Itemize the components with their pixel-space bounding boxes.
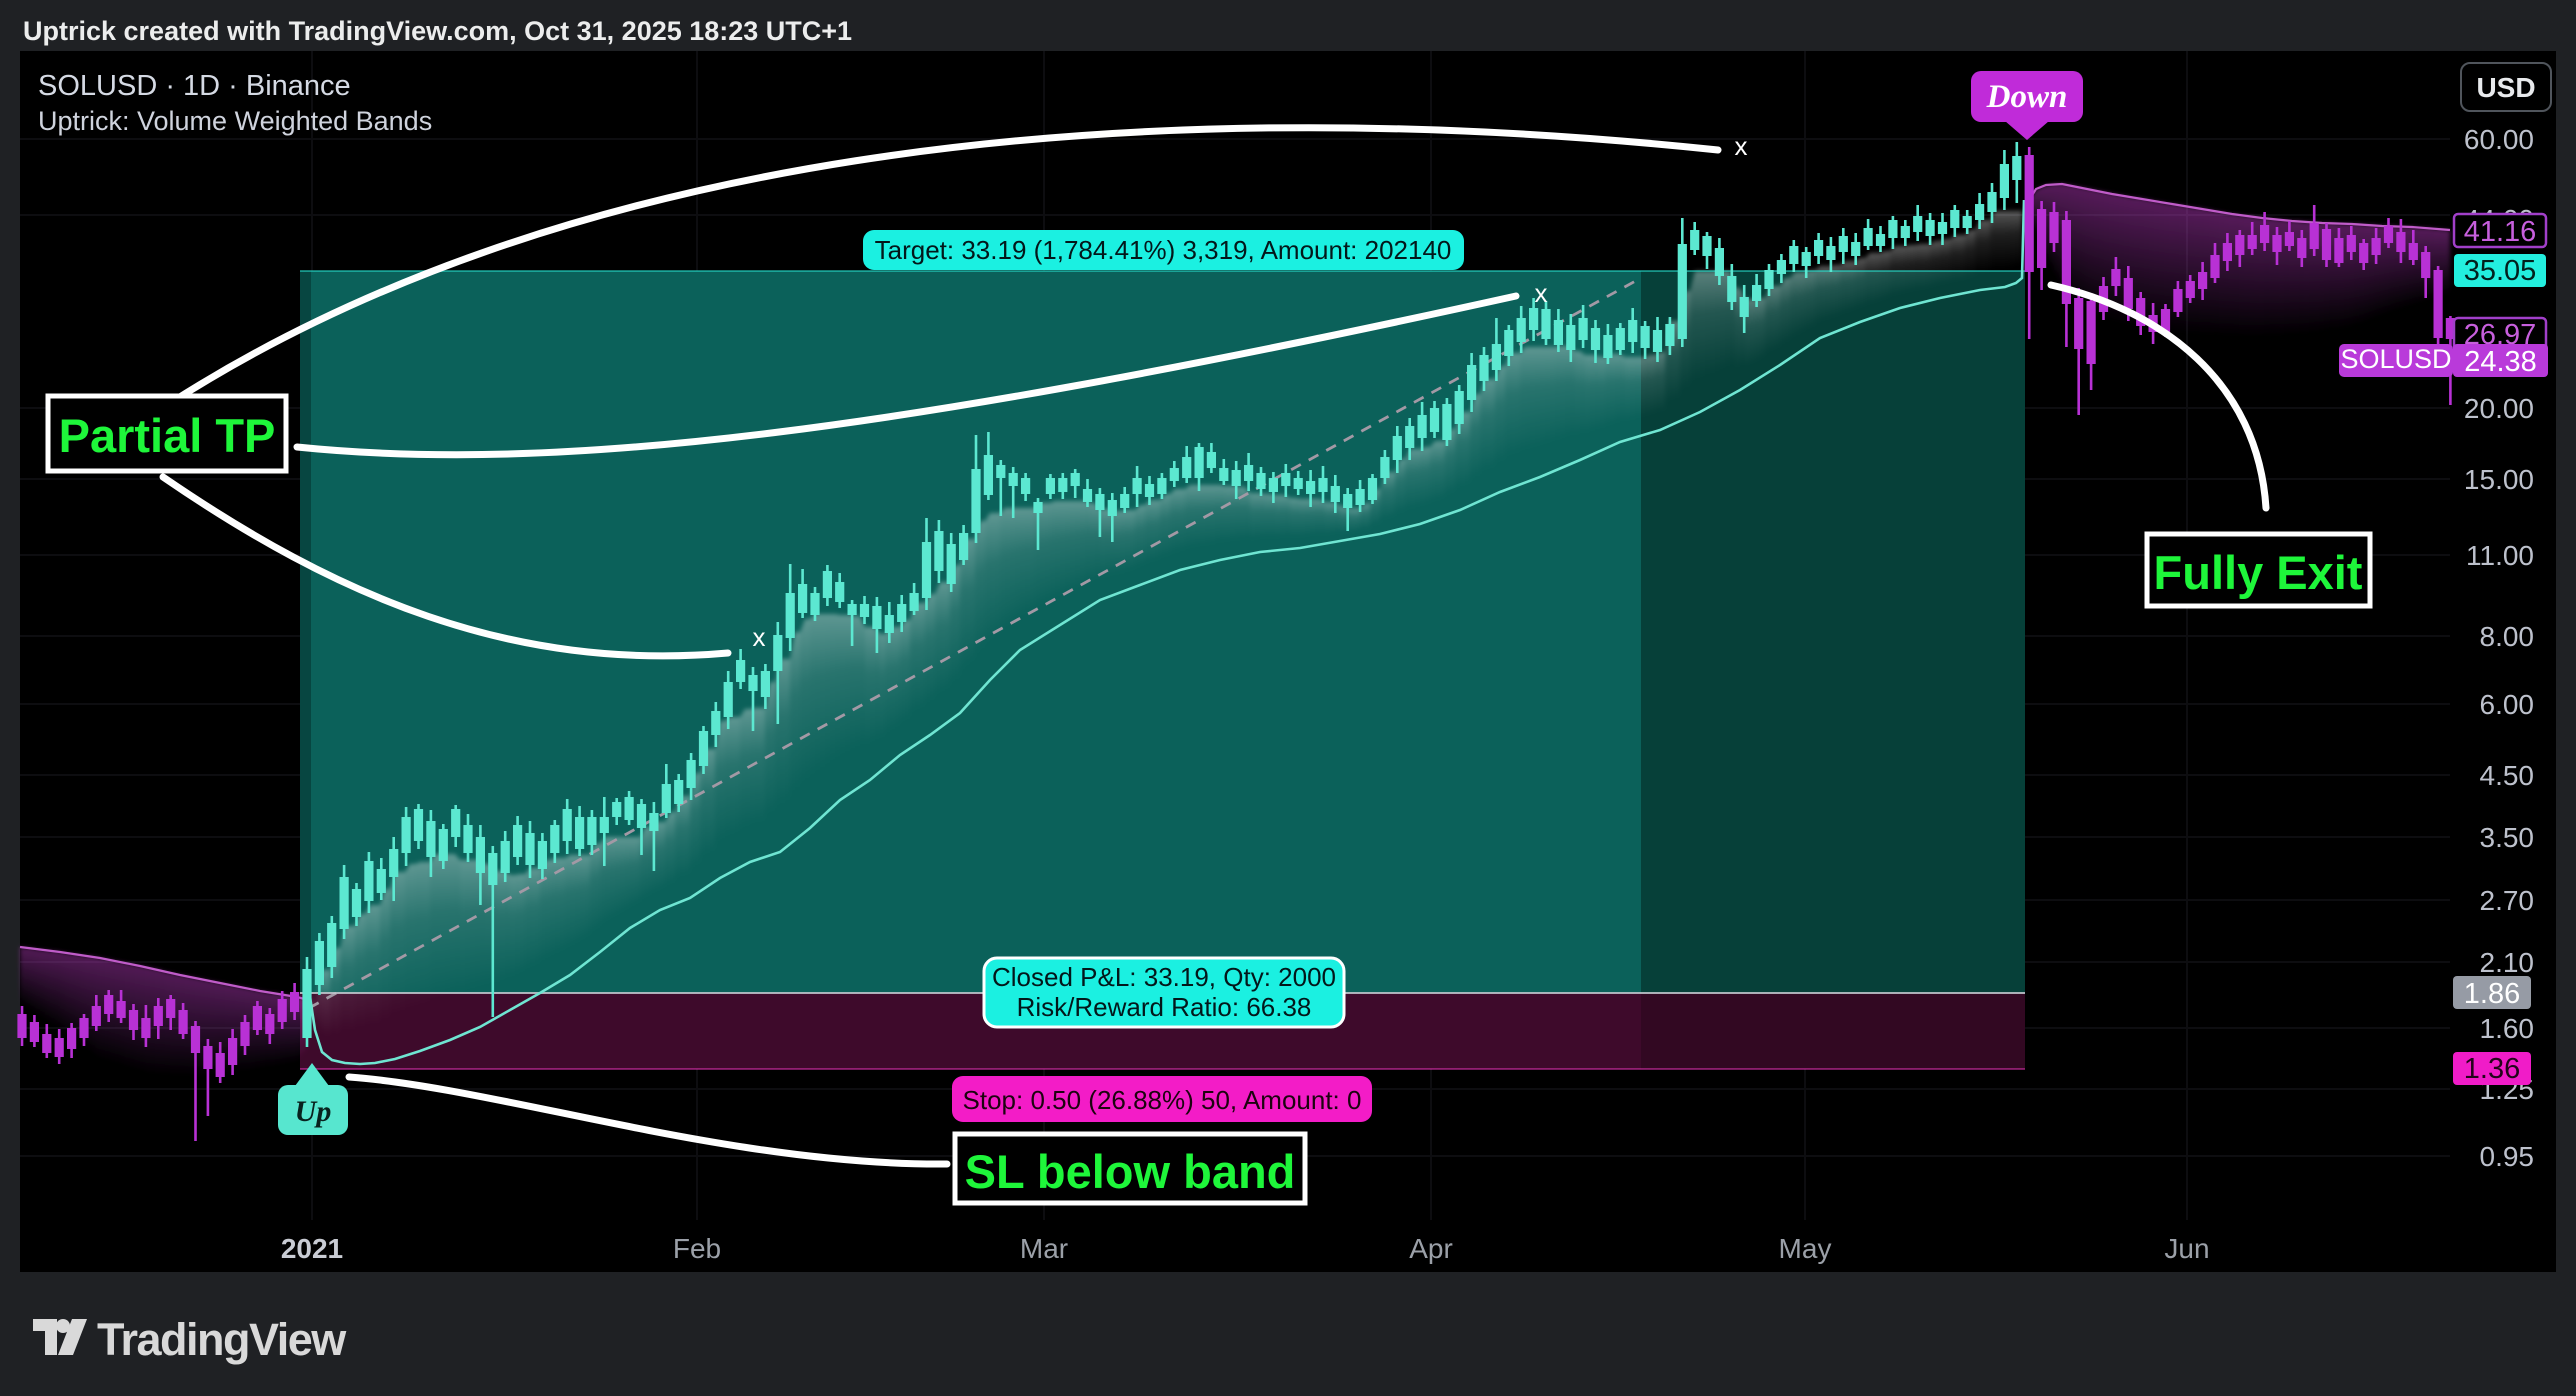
svg-text:35.05: 35.05: [2464, 255, 2537, 287]
svg-text:0.95: 0.95: [2480, 1141, 2535, 1172]
svg-text:x: x: [753, 622, 766, 652]
svg-text:15.00: 15.00: [2464, 464, 2534, 495]
svg-text:60.00: 60.00: [2464, 124, 2534, 155]
svg-text:1.86: 1.86: [2464, 978, 2520, 1010]
svg-text:x: x: [1735, 131, 1748, 161]
svg-text:x: x: [1535, 278, 1548, 308]
svg-text:11.00: 11.00: [2466, 540, 2534, 571]
svg-text:24.38: 24.38: [2464, 346, 2537, 378]
svg-text:1.60: 1.60: [2480, 1013, 2535, 1044]
svg-text:Closed P&L: 33.19, Qty: 2000: Closed P&L: 33.19, Qty: 2000: [992, 962, 1336, 992]
svg-text:2021: 2021: [281, 1233, 343, 1264]
svg-text:SOLUSD · 1D · Binance: SOLUSD · 1D · Binance: [38, 70, 351, 102]
svg-text:41.16: 41.16: [2464, 216, 2537, 248]
svg-text:SOLUSD: SOLUSD: [2340, 344, 2451, 374]
svg-text:Risk/Reward Ratio: 66.38: Risk/Reward Ratio: 66.38: [1017, 992, 1312, 1022]
svg-text:Mar: Mar: [1020, 1233, 1068, 1264]
svg-text:Down: Down: [1986, 79, 2068, 115]
svg-text:2.70: 2.70: [2480, 885, 2535, 916]
svg-text:Apr: Apr: [1409, 1233, 1453, 1264]
svg-text:4.50: 4.50: [2480, 760, 2535, 791]
svg-text:2.10: 2.10: [2480, 947, 2535, 978]
svg-text:Feb: Feb: [673, 1233, 721, 1264]
svg-text:3.50: 3.50: [2480, 822, 2535, 853]
svg-text:1.36: 1.36: [2464, 1053, 2520, 1085]
svg-text:May: May: [1779, 1233, 1832, 1264]
svg-text:TradingView: TradingView: [97, 1314, 347, 1365]
svg-text:20.00: 20.00: [2464, 393, 2534, 424]
svg-text:Up: Up: [295, 1095, 332, 1128]
svg-text:Partial TP: Partial TP: [59, 409, 276, 462]
svg-text:Uptrick: Volume Weighted Bands: Uptrick: Volume Weighted Bands: [38, 106, 432, 136]
svg-text:USD: USD: [2476, 72, 2535, 103]
svg-text:Target: 33.19 (1,784.41%) 3,31: Target: 33.19 (1,784.41%) 3,319, Amount:…: [875, 235, 1452, 265]
svg-text:Uptrick created with TradingVi: Uptrick created with TradingView.com, Oc…: [23, 16, 852, 46]
svg-text:6.00: 6.00: [2480, 689, 2535, 720]
svg-text:Jun: Jun: [2164, 1233, 2209, 1264]
svg-text:SL below band: SL below band: [965, 1145, 1296, 1198]
svg-text:Fully Exit: Fully Exit: [2154, 546, 2363, 599]
svg-text:8.00: 8.00: [2480, 621, 2535, 652]
svg-text:Stop: 0.50 (26.88%) 50, Amount: Stop: 0.50 (26.88%) 50, Amount: 0: [963, 1085, 1362, 1115]
